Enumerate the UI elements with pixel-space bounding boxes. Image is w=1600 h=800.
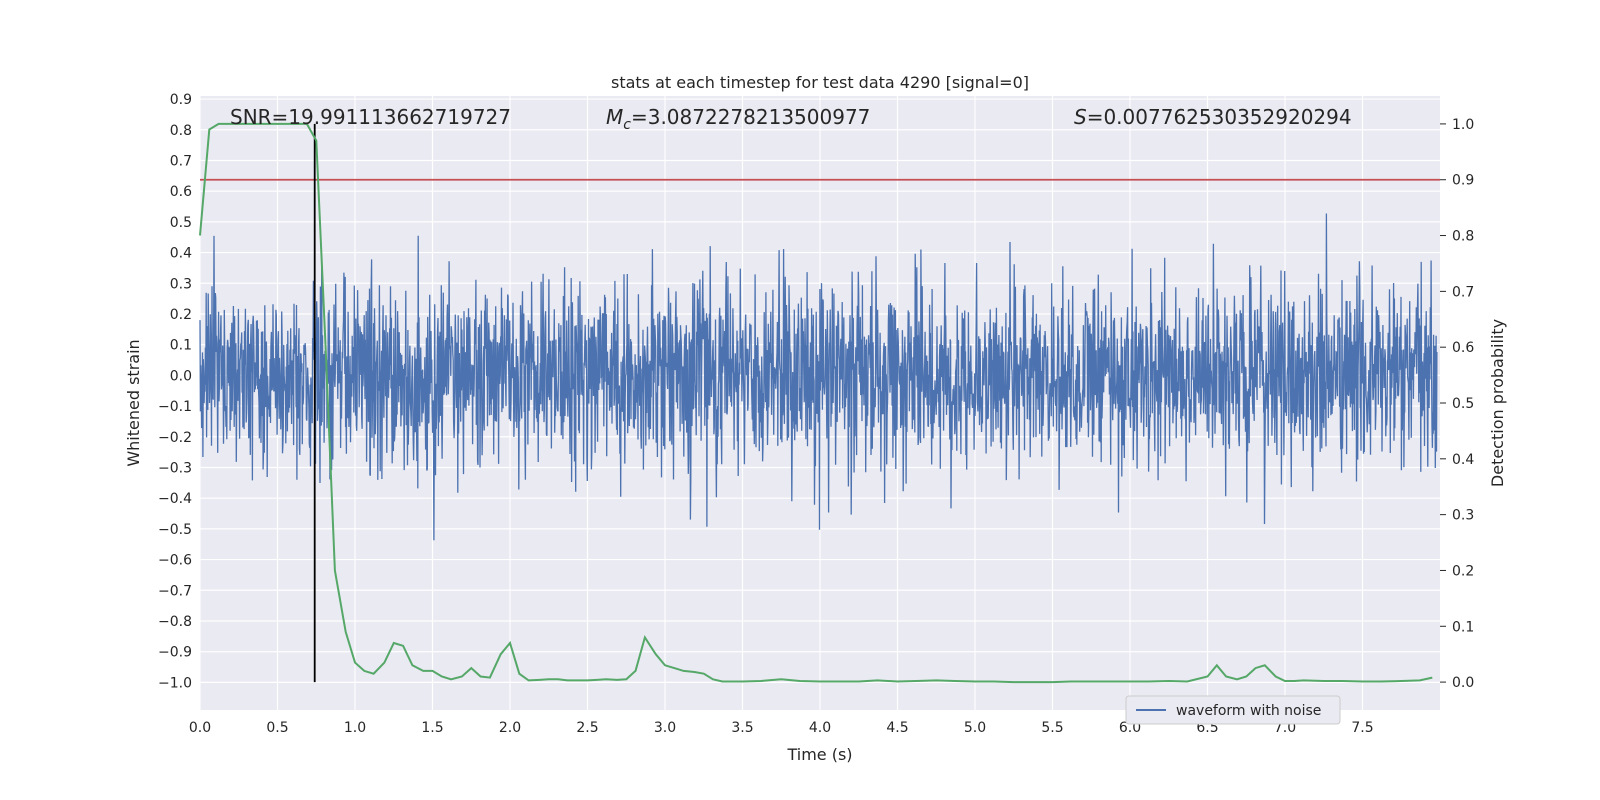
- y-right-tick-label: 0.3: [1452, 508, 1474, 524]
- chirp-mass-value: =3.0872278213500977: [631, 105, 870, 129]
- x-tick-label: 7.5: [1351, 720, 1373, 736]
- x-tick-label: 4.5: [886, 720, 908, 736]
- y-left-tick-label: −1.0: [158, 675, 192, 691]
- snr-annotation: SNR=19.991113662719727: [230, 105, 511, 129]
- y-right-tick-label: 0.1: [1452, 619, 1474, 635]
- y-right-tick-label: 0.6: [1452, 340, 1474, 356]
- y-left-tick-label: 0.5: [170, 215, 192, 231]
- y-left-tick-label: −0.7: [158, 583, 192, 599]
- y-right-axis-label: Detection probability: [1488, 319, 1507, 487]
- y-left-tick-label: 0.2: [170, 307, 192, 323]
- y-left-tick-label: −0.3: [158, 460, 192, 476]
- y-left-tick-label: 0.8: [170, 123, 192, 139]
- y-left-tick-label: 0.7: [170, 153, 192, 169]
- y-left-tick-label: −0.1: [158, 399, 192, 415]
- y-left-tick-label: −0.2: [158, 430, 192, 446]
- y-right-tick-label: 0.2: [1452, 563, 1474, 579]
- x-axis-label: Time (s): [786, 745, 852, 764]
- waveform-with-noise-line: [199, 213, 1438, 541]
- x-tick-label: 1.0: [344, 720, 366, 736]
- legend-box: [1125, 695, 1341, 725]
- x-tick-label: 3.0: [654, 720, 676, 736]
- y-right-tick-label: 0.8: [1452, 229, 1474, 245]
- chirp-mass-subscript: c: [623, 117, 631, 133]
- x-tick-label: 5.5: [1041, 720, 1063, 736]
- y-left-tick-label: 0.0: [170, 368, 192, 384]
- y-right-tick-label: 0.7: [1452, 284, 1474, 300]
- y-left-tick-label: −0.8: [158, 614, 192, 630]
- x-tick-label: 0.5: [266, 720, 288, 736]
- y-left-axis-label: Whitened strain: [124, 339, 143, 466]
- waveform-with-noise-series: [199, 213, 1438, 541]
- x-tick-label: 5.0: [964, 720, 986, 736]
- chart-title: stats at each timestep for test data 429…: [611, 73, 1029, 92]
- y-right-tick-label: 0.9: [1452, 173, 1474, 189]
- y-left-tick-label: 0.3: [170, 276, 192, 292]
- y-left-tick-label: −0.9: [158, 645, 192, 661]
- y-left-tick-label: −0.6: [158, 553, 192, 569]
- x-tick-label: 0.0: [189, 720, 211, 736]
- chirp-mass-symbol: M: [606, 105, 623, 129]
- s-symbol: S: [1074, 105, 1087, 129]
- y-left-tick-label: 0.9: [170, 92, 192, 108]
- y-left-tick-label: 0.1: [170, 338, 192, 354]
- y-right-tick-label: 0.0: [1452, 675, 1474, 691]
- x-tick-label: 1.5: [421, 720, 443, 736]
- s-annotation: S=0.007762530352920294: [1074, 105, 1352, 129]
- y-right-tick-label: 1.0: [1452, 117, 1474, 133]
- y-right-tick-labels: 1.0 0.9 0.8 0.7 0.6 0.5 0.4 0.3 0.2 0.1 0.0: [1440, 117, 1474, 691]
- y-left-tick-labels: 0.9 0.8 0.7 0.6 0.5 0.4 0.3 0.2 0.1 0.0 −0.1 −0.2 −0…: [158, 92, 192, 691]
- y-right-tick-label: 0.4: [1452, 452, 1474, 468]
- chirp-mass-annotation: Mc=3.0872278213500977: [606, 105, 870, 133]
- y-left-tick-label: −0.4: [158, 491, 192, 507]
- x-tick-label: 2.5: [576, 720, 598, 736]
- y-left-tick-label: −0.5: [158, 522, 192, 538]
- x-tick-label: 4.0: [809, 720, 831, 736]
- s-value: =0.007762530352920294: [1087, 105, 1352, 129]
- y-left-tick-label: 0.6: [170, 184, 192, 200]
- x-tick-label: 3.5: [731, 720, 753, 736]
- legend: waveform with noise: [1125, 695, 1341, 725]
- legend-label-waveform: waveform with noise: [1176, 703, 1321, 719]
- y-left-tick-label: 0.4: [170, 246, 192, 262]
- detection-probability-series: [199, 122, 1433, 684]
- x-tick-label: 2.0: [499, 720, 521, 736]
- y-right-tick-label: 0.5: [1452, 396, 1474, 412]
